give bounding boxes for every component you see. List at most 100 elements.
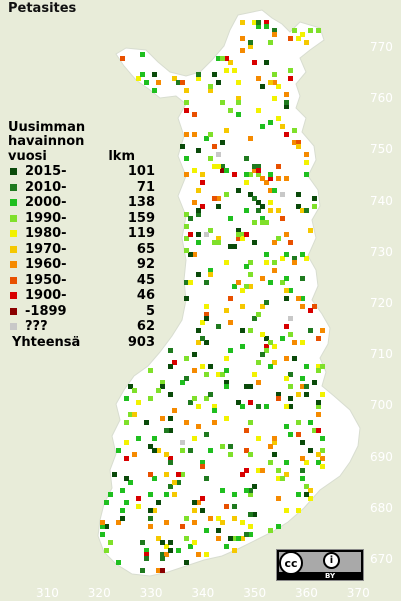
observation-square [296,508,301,513]
legend: Uusimman havainnon vuosi lkm 2015- 101 201… [8,121,155,350]
observation-square [268,364,273,369]
observation-square [224,68,229,73]
observation-square [136,400,141,405]
cc-license-badge[interactable]: cc i BY [276,549,364,581]
observation-square [124,440,129,445]
observation-square [256,172,261,177]
observation-square [192,252,197,257]
observation-square [152,72,157,77]
observation-square [168,348,173,353]
observation-square [224,356,229,361]
observation-square [144,552,149,557]
observation-square [308,448,313,453]
observation-square [124,420,129,425]
cc-icon: cc [279,551,303,575]
observation-square [244,232,249,237]
observation-square [288,76,293,81]
observation-square [156,448,161,453]
observation-square [164,452,169,457]
observation-square [308,308,313,313]
observation-square [212,196,217,201]
observation-square [260,176,265,181]
observation-square [268,208,273,213]
observation-square [224,56,229,61]
observation-square [112,472,117,477]
observation-square [288,316,293,321]
observation-square [208,392,213,397]
observation-square [268,444,273,449]
x-tick-label: 330 [139,586,163,600]
observation-square [236,80,241,85]
observation-square [300,476,305,481]
observation-square [220,444,225,449]
observation-square [268,280,273,285]
observation-square [312,196,317,201]
observation-square [268,172,273,177]
observation-square [244,156,249,161]
observation-square [240,536,245,541]
observation-square [160,552,165,557]
x-tick-label: 360 [295,586,318,600]
observation-square [164,552,169,557]
observation-square [196,232,201,237]
x-tick-label: 350 [243,586,267,600]
observation-square [264,24,269,29]
legend-item-label: 1960- [25,257,67,272]
observation-square [312,380,317,385]
observation-square [188,252,193,257]
observation-square [160,556,165,561]
y-tick-label: 720 [370,296,393,310]
observation-square [304,208,309,213]
observation-square [192,368,197,373]
observation-square [176,480,181,485]
observation-square [120,508,125,513]
observation-square [168,428,173,433]
observation-square [220,168,225,173]
observation-square [192,508,197,513]
observation-square [168,392,173,397]
observation-square [240,404,245,409]
observation-square [192,396,197,401]
y-tick-label: 730 [370,244,393,259]
observation-square [284,356,289,361]
observation-square [284,460,289,465]
x-tick-label: 340 [191,586,215,600]
observation-square [144,548,149,553]
observation-square [316,28,321,33]
legend-total-row: Yhteensä 903 [8,335,155,351]
observation-square [136,504,141,509]
x-tick-label: 320 [87,586,111,600]
observation-square [208,268,213,273]
observation-square [248,40,253,45]
legend-heading-line-2: havainnon [8,134,85,149]
observation-square [244,428,249,433]
observation-square [180,448,185,453]
observation-square [276,208,281,213]
observation-square [220,488,225,493]
legend-heading-line-1: Uusimman [8,120,86,135]
legend-swatch [10,168,17,175]
observation-square [256,436,261,441]
observation-square [196,208,201,213]
y-tick-label: 670 [370,552,393,566]
y-tick-label: 770 [370,40,393,54]
legend-item-count: 138 [127,195,155,210]
legend-item-label: 1900- [25,288,67,303]
observation-square [164,472,169,477]
observation-square [184,296,189,301]
observation-square [124,456,129,461]
observation-square [240,344,245,349]
observation-square [212,404,217,409]
observation-square [248,488,253,493]
observation-square [292,340,297,345]
observation-square [116,448,121,453]
observation-square [212,164,217,169]
observation-square [208,228,213,233]
observation-square [120,516,125,521]
observation-square [312,204,317,209]
observation-square [136,496,141,501]
observation-square [240,36,245,41]
legend-swatch [10,183,17,191]
observation-square [148,492,153,497]
observation-square [276,392,281,397]
